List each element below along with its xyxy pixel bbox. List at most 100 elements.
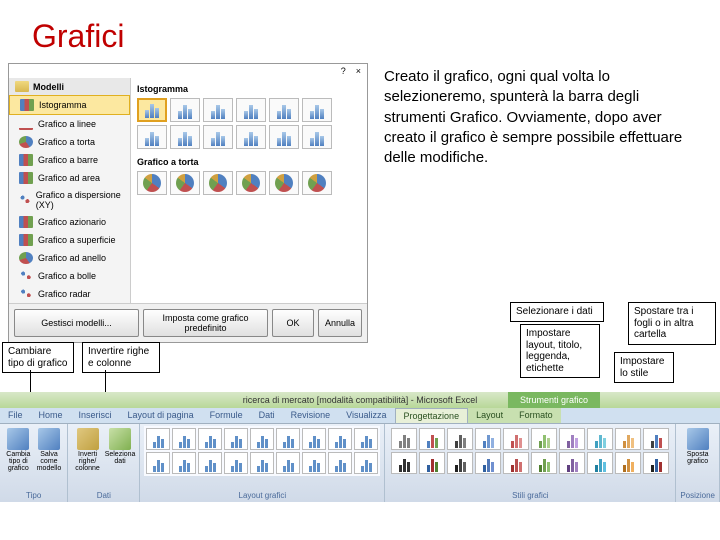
layout-preset[interactable] xyxy=(302,452,326,474)
layout-preset[interactable] xyxy=(354,428,378,450)
move-chart-button[interactable]: Sposta grafico xyxy=(680,426,715,467)
ribbon-tab[interactable]: Inserisci xyxy=(71,408,120,423)
sidebar-chart-category[interactable]: Grafico a barre xyxy=(9,151,130,169)
sidebar-chart-category[interactable]: Grafico a superficie xyxy=(9,231,130,249)
style-preset[interactable] xyxy=(615,428,641,450)
chart-subtype-thumb[interactable] xyxy=(236,98,266,122)
chart-category-icon xyxy=(19,154,33,166)
ribbon-tab[interactable]: Formule xyxy=(202,408,251,423)
chart-subtype-thumb[interactable] xyxy=(203,98,233,122)
chart-styles-gallery[interactable] xyxy=(389,426,671,476)
style-preset[interactable] xyxy=(531,452,557,474)
sidebar-chart-category[interactable]: Grafico a dispersione (XY) xyxy=(9,187,130,213)
style-preset[interactable] xyxy=(587,428,613,450)
style-preset[interactable] xyxy=(559,428,585,450)
chart-subtype-thumb[interactable] xyxy=(170,98,200,122)
style-preset[interactable] xyxy=(559,452,585,474)
chart-subtype-thumb[interactable] xyxy=(203,171,233,195)
ribbon-chart-tab[interactable]: Formato xyxy=(511,408,561,423)
chart-section-title: Grafico a torta xyxy=(137,157,361,167)
layout-preset[interactable] xyxy=(328,452,352,474)
sidebar-chart-category[interactable]: Istogramma xyxy=(9,95,130,115)
sidebar-chart-category[interactable]: Grafico ad area xyxy=(9,169,130,187)
layout-preset[interactable] xyxy=(354,452,378,474)
chart-category-sidebar: Modelli IstogrammaGrafico a lineeGrafico… xyxy=(9,78,131,303)
ribbon-tab[interactable]: Dati xyxy=(251,408,283,423)
layout-preset[interactable] xyxy=(276,452,300,474)
chart-subtype-thumb[interactable] xyxy=(137,125,167,149)
save-as-template-button[interactable]: Salva come modello xyxy=(35,426,64,474)
style-preset[interactable] xyxy=(475,452,501,474)
chart-layouts-gallery[interactable] xyxy=(144,426,380,476)
app-titlebar: ricerca di mercato [modalità compatibili… xyxy=(0,392,720,408)
style-preset[interactable] xyxy=(475,428,501,450)
callout-set-layout: Impostare layout, titolo, leggenda, etic… xyxy=(520,324,600,378)
style-preset[interactable] xyxy=(503,452,529,474)
layout-preset[interactable] xyxy=(198,428,222,450)
style-preset[interactable] xyxy=(447,452,473,474)
chart-subtype-thumb[interactable] xyxy=(137,98,167,122)
chart-subtype-thumb[interactable] xyxy=(170,125,200,149)
style-preset[interactable] xyxy=(419,428,445,450)
style-preset[interactable] xyxy=(643,428,669,450)
style-preset[interactable] xyxy=(587,452,613,474)
layout-preset[interactable] xyxy=(224,428,248,450)
switch-row-column-button[interactable]: Inverti righe/ colonne xyxy=(72,426,103,474)
chart-subtype-thumb[interactable] xyxy=(236,171,266,195)
swap-icon xyxy=(77,428,99,450)
callout-set-style: Impostare lo stile xyxy=(614,352,674,383)
chart-subtype-thumb[interactable] xyxy=(170,171,200,195)
style-preset[interactable] xyxy=(391,428,417,450)
layout-preset[interactable] xyxy=(146,452,170,474)
chart-subtype-thumb[interactable] xyxy=(269,171,299,195)
layout-preset[interactable] xyxy=(302,428,326,450)
ribbon-tab[interactable]: Layout di pagina xyxy=(120,408,202,423)
ribbon-tab[interactable]: Revisione xyxy=(283,408,339,423)
layout-preset[interactable] xyxy=(224,452,248,474)
layout-preset[interactable] xyxy=(250,452,274,474)
style-preset[interactable] xyxy=(531,428,557,450)
layout-preset[interactable] xyxy=(276,428,300,450)
layout-preset[interactable] xyxy=(172,452,196,474)
ribbon-chart-tab[interactable]: Progettazione xyxy=(395,408,469,423)
layout-preset[interactable] xyxy=(328,428,352,450)
sidebar-chart-category[interactable]: Grafico a linee xyxy=(9,115,130,133)
chart-subtype-thumb[interactable] xyxy=(203,125,233,149)
sidebar-chart-category[interactable]: Grafico radar xyxy=(9,285,130,303)
sidebar-chart-category[interactable]: Grafico a bolle xyxy=(9,267,130,285)
style-preset[interactable] xyxy=(391,452,417,474)
sidebar-group-templates[interactable]: Modelli xyxy=(9,78,130,95)
style-preset[interactable] xyxy=(419,452,445,474)
ribbon-tab[interactable]: Visualizza xyxy=(338,408,394,423)
sidebar-chart-category[interactable]: Grafico azionario xyxy=(9,213,130,231)
chart-preview-pane: IstogrammaGrafico a torta xyxy=(131,78,367,303)
style-preset[interactable] xyxy=(615,452,641,474)
ribbon-group-styles: Stili grafici xyxy=(385,424,676,502)
select-data-button[interactable]: Seleziona dati xyxy=(105,426,136,467)
sidebar-chart-category[interactable]: Grafico ad anello xyxy=(9,249,130,267)
ribbon-chart-tab[interactable]: Layout xyxy=(468,408,511,423)
style-preset[interactable] xyxy=(447,428,473,450)
style-preset[interactable] xyxy=(643,452,669,474)
style-preset[interactable] xyxy=(503,428,529,450)
chart-subtype-thumb[interactable] xyxy=(269,98,299,122)
chart-subtype-thumb[interactable] xyxy=(302,171,332,195)
chart-category-icon xyxy=(19,234,33,246)
layout-preset[interactable] xyxy=(198,452,222,474)
save-template-icon xyxy=(38,428,60,450)
sidebar-chart-category[interactable]: Grafico a torta xyxy=(9,133,130,151)
help-icon[interactable]: ? xyxy=(341,66,346,76)
ribbon-tab[interactable]: File xyxy=(0,408,31,423)
chart-subtype-thumb[interactable] xyxy=(302,125,332,149)
ribbon-tab[interactable]: Home xyxy=(31,408,71,423)
close-icon[interactable]: × xyxy=(356,66,361,76)
layout-preset[interactable] xyxy=(172,428,196,450)
chart-subtype-thumb[interactable] xyxy=(137,171,167,195)
explanation-text: Creato il grafico, ogni qual volta lo se… xyxy=(368,63,712,343)
chart-subtype-thumb[interactable] xyxy=(302,98,332,122)
layout-preset[interactable] xyxy=(146,428,170,450)
layout-preset[interactable] xyxy=(250,428,274,450)
change-chart-type-button[interactable]: Cambia tipo di grafico xyxy=(4,426,33,474)
chart-subtype-thumb[interactable] xyxy=(269,125,299,149)
chart-subtype-thumb[interactable] xyxy=(236,125,266,149)
